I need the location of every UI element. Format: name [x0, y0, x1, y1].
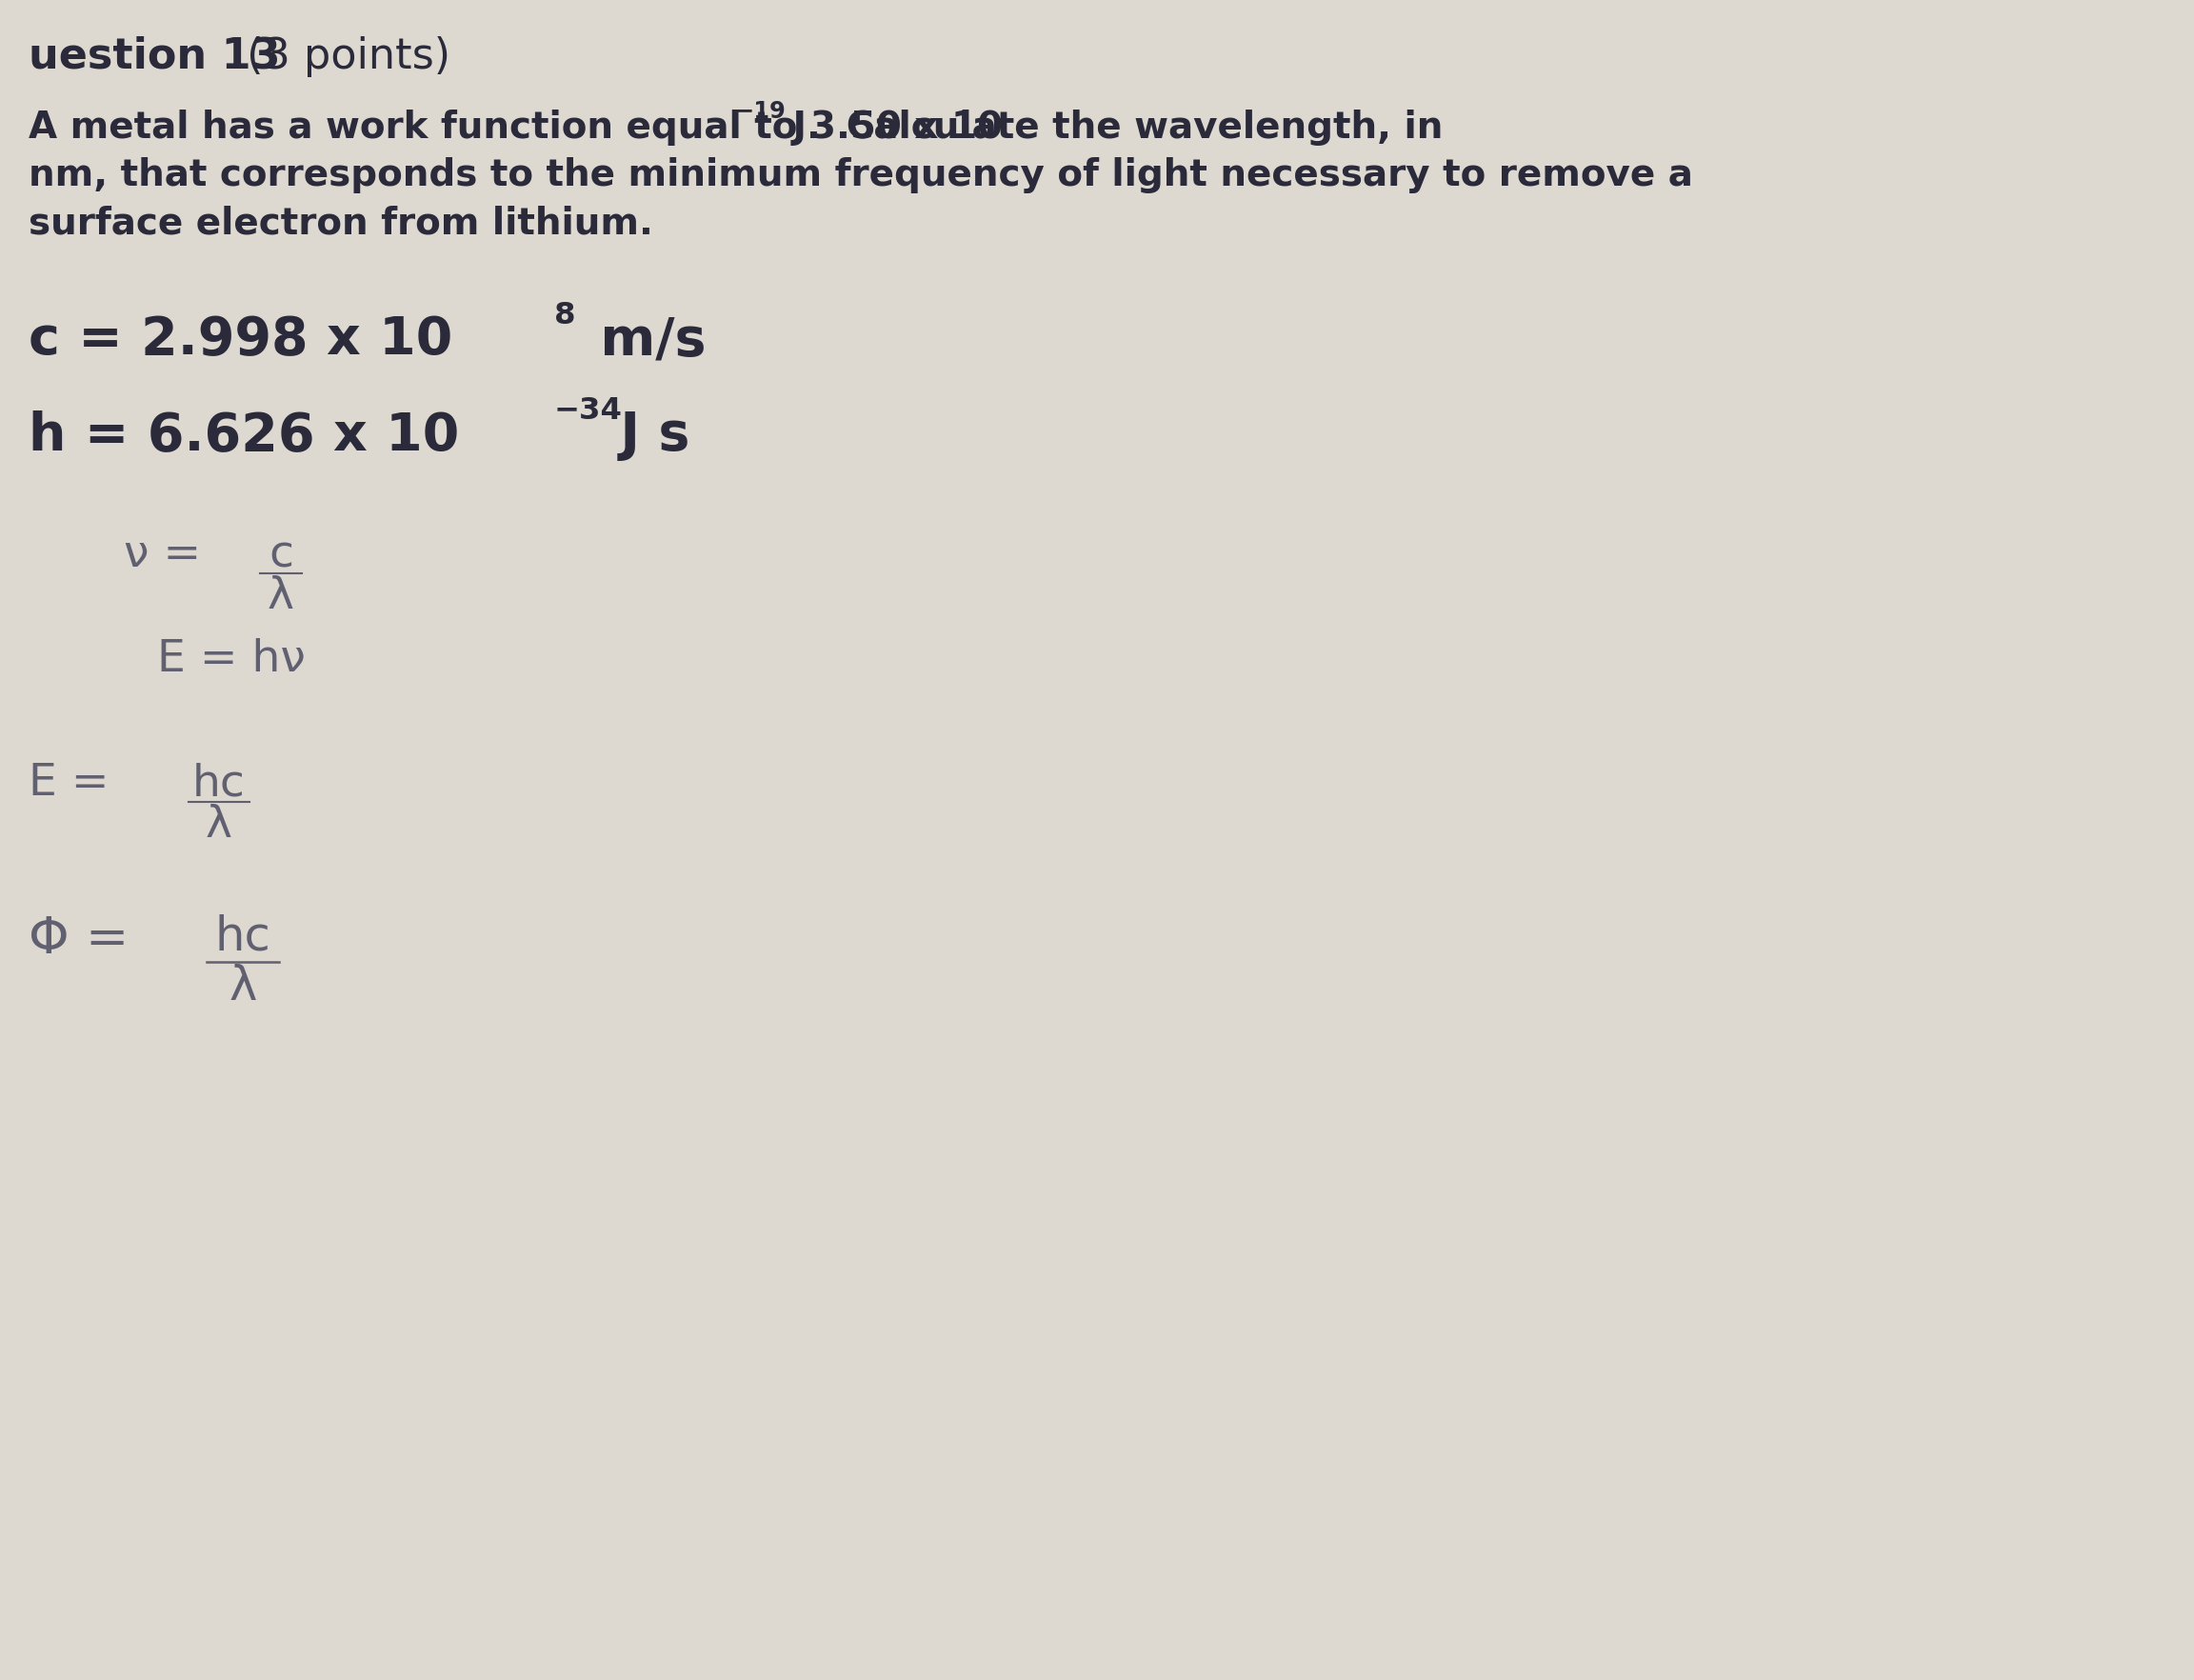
Text: E =: E = [29, 763, 110, 805]
Text: h = 6.626 x 10: h = 6.626 x 10 [29, 410, 459, 460]
Text: A metal has a work function equal to 3.50 x 10: A metal has a work function equal to 3.5… [29, 109, 1003, 146]
Text: hc: hc [215, 914, 270, 959]
Text: J s: J s [601, 410, 689, 460]
Text: hc: hc [193, 763, 246, 805]
Text: m/s: m/s [581, 314, 706, 366]
Text: Φ =: Φ = [29, 914, 129, 964]
Text: −19: −19 [735, 101, 785, 123]
Text: E = hν: E = hν [158, 638, 305, 680]
Text: 8: 8 [555, 301, 575, 331]
Text: −34: −34 [555, 396, 623, 425]
Text: (3 points): (3 points) [233, 37, 450, 77]
Text: c: c [268, 533, 294, 576]
Text: λ: λ [228, 964, 257, 1010]
Text: λ: λ [268, 575, 294, 618]
Text: J.  Calculate the wavelength, in: J. Calculate the wavelength, in [779, 109, 1444, 146]
Text: uestion 13: uestion 13 [29, 37, 281, 77]
Text: λ: λ [206, 803, 233, 847]
Text: c = 2.998 x 10: c = 2.998 x 10 [29, 314, 452, 366]
Text: ν =: ν = [123, 533, 215, 576]
Text: nm, that corresponds to the minimum frequency of light necessary to remove a: nm, that corresponds to the minimum freq… [29, 158, 1694, 193]
Text: surface electron from lithium.: surface electron from lithium. [29, 205, 654, 240]
